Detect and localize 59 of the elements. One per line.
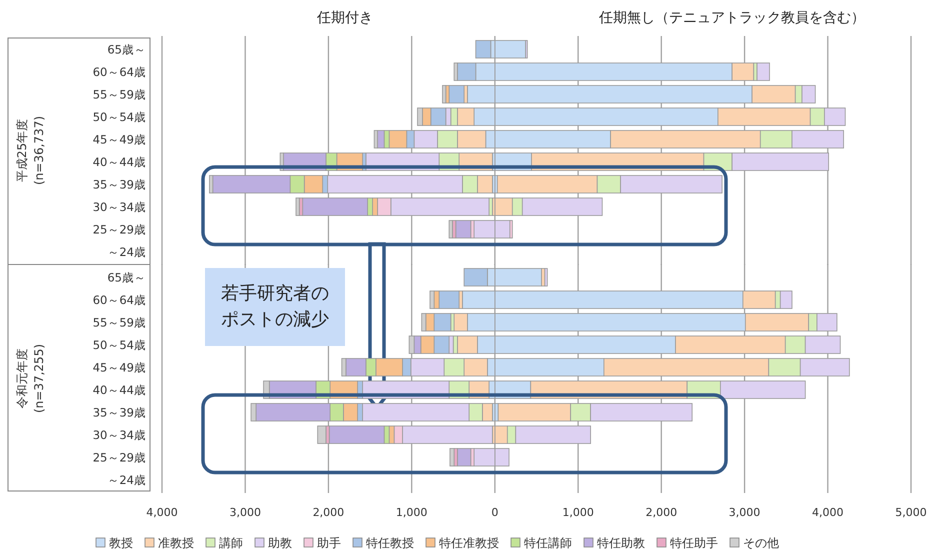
y-tick-label: 35～39歳 [92,405,146,420]
legend-label: その他 [743,536,779,550]
legend-label: 助手 [317,536,341,550]
x-tick-label: 3,000 [728,506,760,519]
legend-label: 特任准教授 [439,536,499,550]
y-tick-label: 55～59歳 [92,87,146,102]
y-tick-label: 60～64歳 [92,64,146,79]
y-tick-label: 30～34歳 [92,200,146,214]
y-tick-label: 45～49歳 [92,360,146,374]
y-tick-label: 55～59歳 [92,315,146,330]
bar [475,40,492,58]
legend-label: 教授 [109,536,133,550]
legend-label: 特任助手 [670,536,718,550]
bar [457,448,472,466]
legend-label: 准教授 [158,536,194,550]
text: 任期付き [316,10,374,26]
bar [448,220,453,238]
bar [438,290,460,309]
y-tick-label: 40～44歳 [92,154,146,169]
y-tick-label: 40～44歳 [92,382,146,397]
legend-label: 特任教授 [366,536,414,550]
x-tick-label: 2,000 [312,506,344,519]
bar [317,426,326,444]
y-tick-label: 45～49歳 [92,132,146,146]
bar [756,62,770,81]
annotation: 若手研究者のポストの減少 [220,282,330,332]
y-tick-label: 60～64歳 [92,292,146,307]
text: 任期無し（テニュアトラック教員を含む） [598,10,866,26]
y-tick-label: ～24歳 [107,472,146,487]
x-tick-label: 2,000 [646,506,678,519]
y-tick-label: 25～29歳 [92,450,146,464]
y-tick-label: 25～29歳 [92,222,146,236]
y-tick-label: ～24歳 [107,244,146,259]
y-axis-title: 平成25年度 (n=36,737) [15,116,46,186]
legend-label: 助教 [268,536,292,550]
legend-label: 講師 [219,536,243,550]
y-tick-label: 65歳～ [107,270,146,284]
bar [494,40,526,58]
x-tick-label: 5,000 [895,506,927,519]
bar [448,85,464,104]
x-tick-label: 3,000 [229,506,261,519]
bar [296,198,300,216]
y-tick-label: 30～34歳 [92,428,146,442]
x-tick-label: 4,000 [812,506,844,519]
bar [544,268,548,286]
x-tick-label: 4,000 [146,506,178,519]
x-tick-label: 1,000 [396,506,428,519]
y-tick-label: 50～54歳 [92,110,146,124]
x-tick-label: 0 [491,506,498,519]
y-tick-label: 50～54歳 [92,338,146,352]
y-tick-label: 35～39歳 [92,177,146,192]
y-tick-label: 65歳～ [107,42,146,56]
bar [450,448,455,466]
bar [455,220,472,238]
legend-label: 特任講師 [524,536,572,550]
legend-label: 特任助教 [597,536,645,550]
bar [442,85,446,104]
x-tick-label: 1,000 [562,506,594,519]
y-axis-title: 令和元年度 (n=37,255) [15,344,46,414]
